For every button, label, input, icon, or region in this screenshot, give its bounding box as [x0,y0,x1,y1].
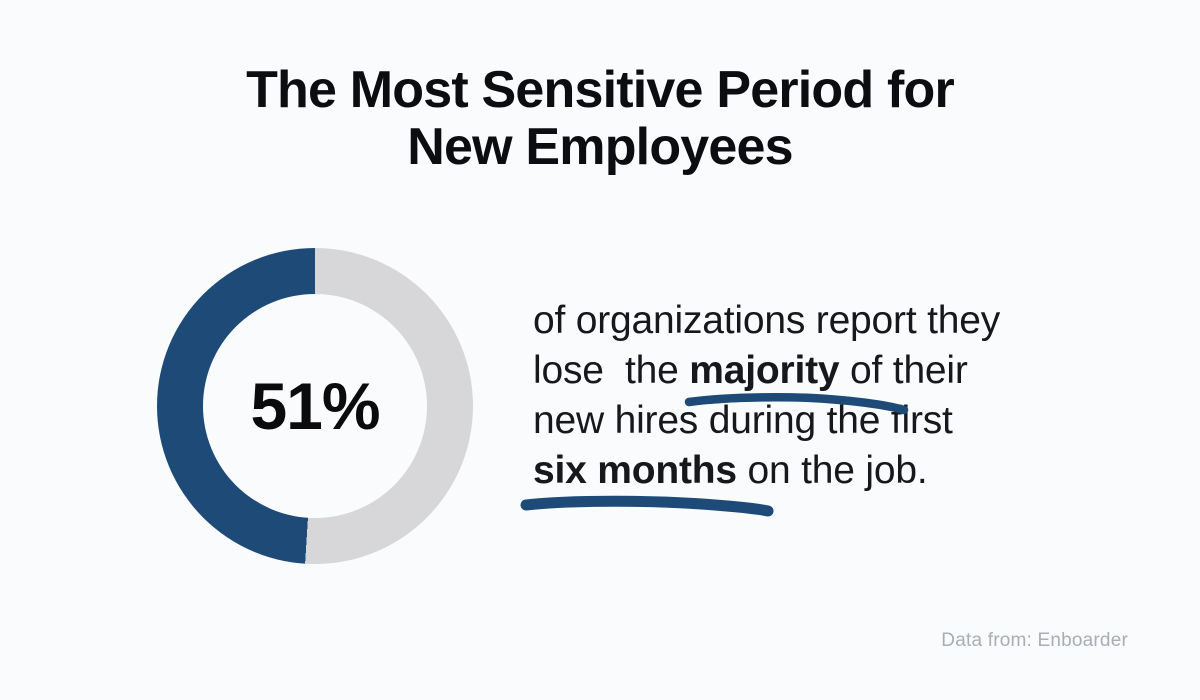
donut-chart: 51% [157,248,473,564]
donut-percentage-label: 51% [250,369,380,443]
six-months-underline-stroke [520,495,774,517]
majority-underline-stroke [684,393,909,415]
page-title-line-2: New Employees [407,118,793,176]
page-title-line-1: The Most Sensitive Period for [246,61,955,119]
donut-hole [203,294,427,518]
statement-text: of organizations report they lose the ma… [533,299,1001,492]
page-title: The Most Sensitive Period for New Employ… [0,62,1200,176]
data-source-credit: Data from: Enboarder [941,630,1128,651]
